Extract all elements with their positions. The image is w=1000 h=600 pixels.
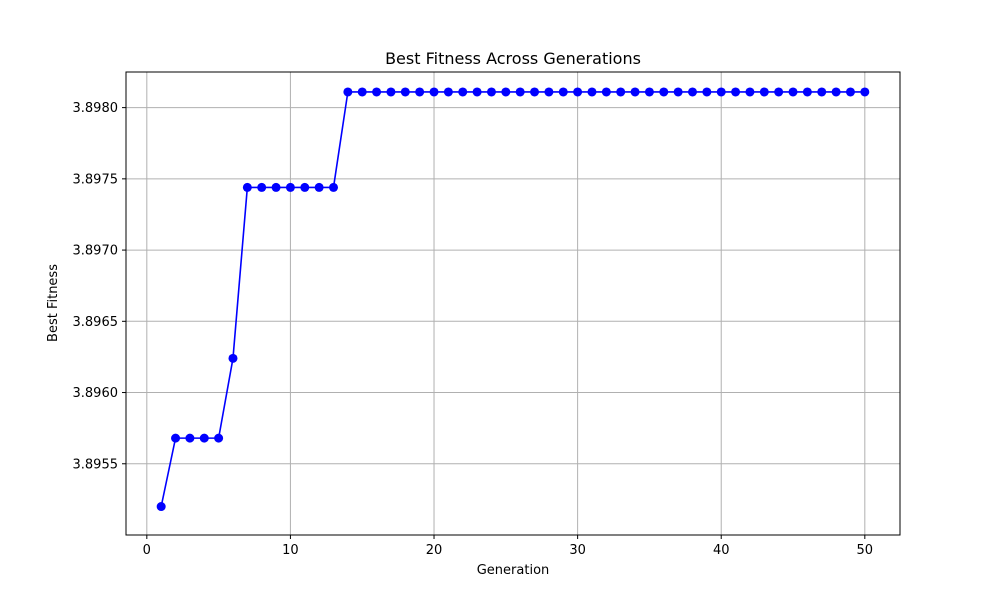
data-point bbox=[788, 87, 798, 97]
series-layer bbox=[156, 87, 870, 512]
data-point bbox=[400, 87, 410, 97]
data-point bbox=[831, 87, 841, 97]
x-tick-label: 40 bbox=[713, 543, 730, 558]
data-point bbox=[817, 87, 827, 97]
data-point bbox=[271, 182, 281, 192]
y-tick-label: 3.8960 bbox=[73, 386, 119, 401]
data-point bbox=[228, 353, 238, 363]
data-point bbox=[443, 87, 453, 97]
data-point bbox=[515, 87, 525, 97]
data-point bbox=[214, 433, 224, 443]
axis-ticks: 0 10 20 30 40 50 3.8955 3.8960 3.8965 3.8970 3.897… bbox=[73, 101, 874, 558]
x-tick-label: 30 bbox=[569, 543, 586, 558]
data-point bbox=[472, 87, 482, 97]
data-point bbox=[630, 87, 640, 97]
data-point bbox=[300, 182, 310, 192]
data-point bbox=[257, 182, 267, 192]
data-point bbox=[329, 182, 339, 192]
data-point bbox=[644, 87, 654, 97]
data-point bbox=[357, 87, 367, 97]
data-point bbox=[185, 433, 195, 443]
data-point bbox=[601, 87, 611, 97]
data-point bbox=[716, 87, 726, 97]
data-point bbox=[544, 87, 554, 97]
data-point bbox=[702, 87, 712, 97]
data-point bbox=[558, 87, 568, 97]
y-tick-label: 3.8955 bbox=[73, 457, 119, 472]
data-point bbox=[731, 87, 741, 97]
y-tick-label: 3.8970 bbox=[73, 244, 119, 259]
y-tick-label: 3.8975 bbox=[73, 172, 119, 187]
x-tick-label: 10 bbox=[282, 543, 299, 558]
data-point bbox=[429, 87, 439, 97]
plot-area-frame bbox=[125, 71, 901, 536]
data-point bbox=[659, 87, 669, 97]
data-point bbox=[199, 433, 209, 443]
data-point bbox=[687, 87, 697, 97]
x-tick-label: 20 bbox=[426, 543, 443, 558]
data-point bbox=[587, 87, 597, 97]
grid-lines bbox=[126, 72, 900, 535]
data-point bbox=[501, 87, 511, 97]
y-tick-label: 3.8980 bbox=[73, 101, 119, 116]
data-point bbox=[415, 87, 425, 97]
data-point bbox=[314, 182, 324, 192]
data-point bbox=[171, 433, 181, 443]
data-point bbox=[285, 182, 295, 192]
data-point bbox=[774, 87, 784, 97]
data-point bbox=[759, 87, 769, 97]
data-point bbox=[802, 87, 812, 97]
data-point bbox=[745, 87, 755, 97]
data-point bbox=[372, 87, 382, 97]
data-point bbox=[386, 87, 396, 97]
data-point bbox=[486, 87, 496, 97]
data-point bbox=[458, 87, 468, 97]
data-point bbox=[673, 87, 683, 97]
data-point bbox=[530, 87, 540, 97]
y-tick-label: 3.8965 bbox=[73, 315, 119, 330]
data-point bbox=[616, 87, 626, 97]
data-point bbox=[845, 87, 855, 97]
data-point bbox=[156, 502, 166, 512]
data-point bbox=[860, 87, 870, 97]
data-point bbox=[343, 87, 353, 97]
x-tick-label: 0 bbox=[143, 543, 151, 558]
data-point bbox=[573, 87, 583, 97]
x-axis-title: Generation bbox=[477, 563, 550, 578]
y-axis-title: Best Fitness bbox=[46, 264, 61, 342]
data-point bbox=[242, 182, 252, 192]
chart-title: Best Fitness Across Generations bbox=[385, 49, 641, 68]
x-tick-label: 50 bbox=[857, 543, 874, 558]
